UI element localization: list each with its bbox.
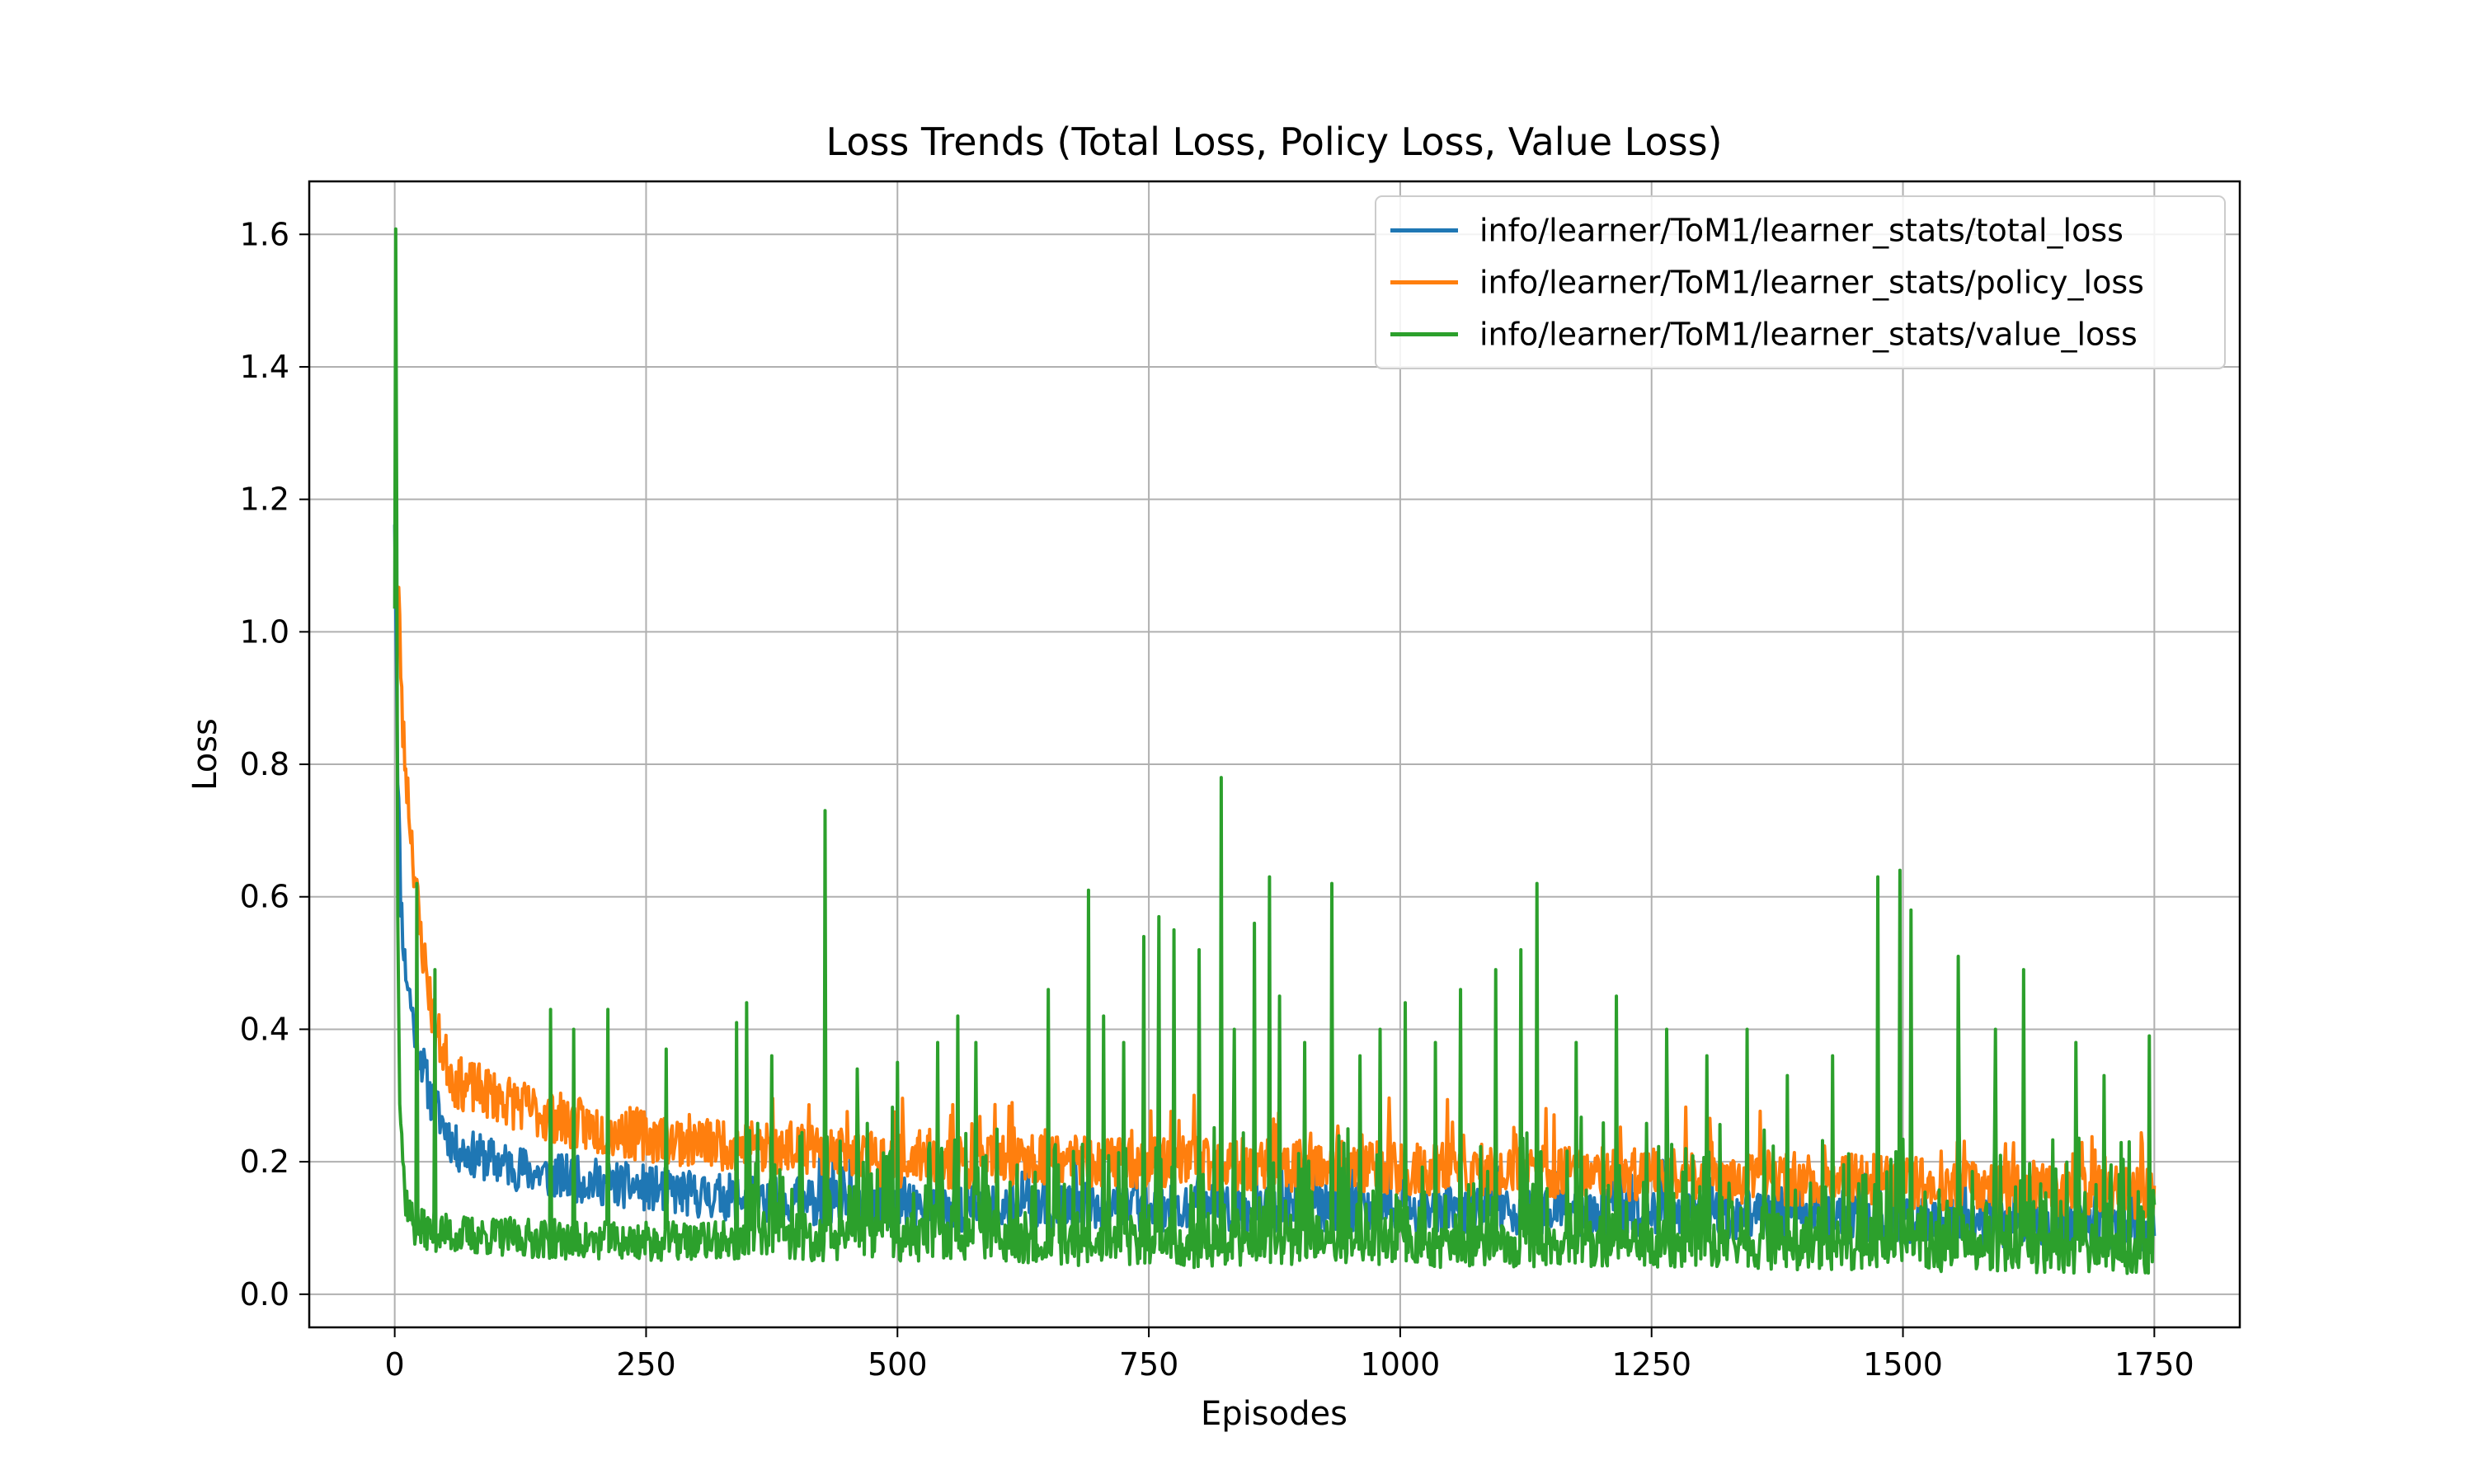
y-tick-label: 1.6 <box>240 216 289 252</box>
x-tick-label: 1500 <box>1863 1346 1943 1383</box>
legend: info/learner/ToM1/learner_stats/total_lo… <box>1375 195 2226 369</box>
plot-frame <box>308 180 2241 1329</box>
y-tick-label: 1.4 <box>240 349 289 385</box>
legend-label-0: info/learner/ToM1/learner_stats/total_lo… <box>1479 213 2124 249</box>
y-tick-label: 1.2 <box>240 481 289 518</box>
legend-box <box>1375 195 2226 369</box>
legend-label-2: info/learner/ToM1/learner_stats/value_lo… <box>1479 317 2138 353</box>
x-tick-label: 500 <box>868 1346 928 1383</box>
x-tick-label: 0 <box>385 1346 405 1383</box>
y-tick-label: 0.6 <box>240 879 289 915</box>
y-axis-label: Loss <box>186 718 224 791</box>
chart-title: Loss Trends (Total Loss, Policy Loss, Va… <box>826 120 1723 164</box>
legend-label-1: info/learner/ToM1/learner_stats/policy_l… <box>1479 265 2144 301</box>
x-tick-label: 1250 <box>1611 1346 1691 1383</box>
x-tick-label: 750 <box>1119 1346 1179 1383</box>
x-axis-label: Episodes <box>1201 1395 1348 1433</box>
y-tick-label: 1.0 <box>240 613 289 650</box>
axes: 0 250 500 750 1000 1250 1500 1750 0.0 0.2 0.4 0.6 0.… <box>240 216 2194 1383</box>
x-tick-label: 250 <box>616 1346 676 1383</box>
y-tick-label: 0.4 <box>240 1011 289 1047</box>
series-line-2 <box>393 227 2157 1275</box>
x-tick-label: 1000 <box>1361 1346 1441 1383</box>
y-tick-label: 0.8 <box>240 746 289 782</box>
y-tick-label: 0.0 <box>240 1276 289 1313</box>
x-tick-label: 1750 <box>2114 1346 2194 1383</box>
plot-area <box>393 227 2157 1275</box>
y-tick-label: 0.2 <box>240 1144 289 1180</box>
